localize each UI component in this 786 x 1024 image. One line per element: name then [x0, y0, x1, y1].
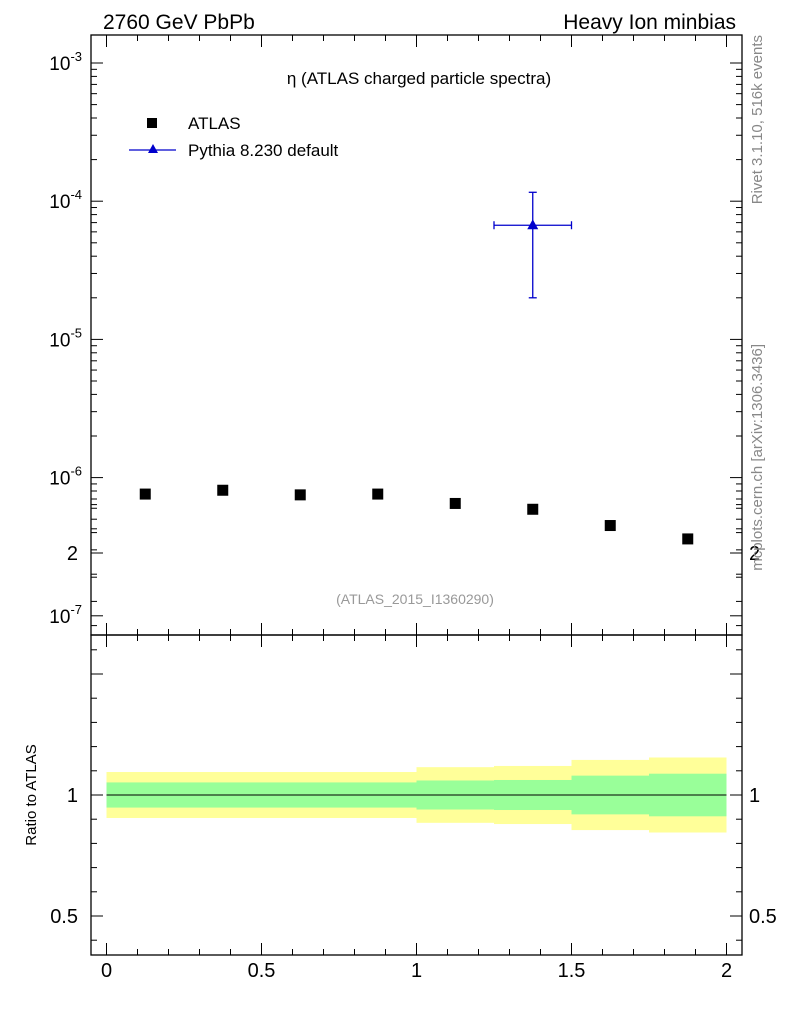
side-label-mcplots: mcplots.cern.ch [arXiv:1306.3436] [749, 344, 766, 571]
x-tick-label: 1 [411, 960, 422, 982]
atlas-point [217, 484, 229, 496]
legend-pythia-label: Pythia 8.230 default [188, 141, 339, 160]
main-panel: 10-3 10-4 10-5 10-6 10-7 η (ATLAS charged pa… [49, 34, 743, 636]
legend-atlas-marker [147, 118, 157, 128]
analysis-tag: (ATLAS_2015_I1360290) [336, 591, 494, 607]
side-label-rivet: Rivet 3.1.10, 516k events [749, 35, 766, 204]
ratio-frame [90, 634, 743, 956]
ratio-y-tick-label-left: 2 [67, 543, 78, 565]
x-tick-label: 1.5 [558, 960, 586, 982]
legend: ATLAS Pythia 8.230 default [129, 114, 339, 160]
ratio-y-tick-label-left: 0.5 [50, 906, 78, 928]
y-tick-label: 10-5 [49, 325, 82, 351]
header-right: Heavy Ion minbias [563, 11, 736, 34]
atlas-point [139, 488, 151, 500]
pythia-point [527, 219, 539, 230]
atlas-point [372, 488, 384, 500]
y-tick-label: 10-4 [49, 187, 82, 213]
legend-atlas-label: ATLAS [188, 114, 241, 133]
y-tick-label: 10-6 [49, 464, 82, 490]
y-tick-label: 10-7 [49, 602, 82, 628]
atlas-point [682, 533, 694, 545]
ratio-ylabel: Ratio to ATLAS [23, 744, 40, 845]
ratio-y-tick-label-left: 1 [67, 785, 78, 807]
x-tick-label: 0 [101, 960, 112, 982]
ratio-axis-ticks [91, 504, 742, 955]
ratio-y-tick-label-right: 0.5 [749, 906, 777, 928]
atlas-point [294, 489, 306, 501]
ratio-x-tick-labels: 0 0.5 1 1.5 2 [101, 960, 732, 982]
legend-pythia-marker [148, 144, 158, 153]
atlas-point [604, 520, 616, 532]
x-tick-label: 0.5 [248, 960, 276, 982]
main-title: η (ATLAS charged particle spectra) [287, 69, 551, 88]
atlas-point [527, 503, 539, 515]
main-data-marks [139, 191, 694, 545]
y-tick-label: 10-3 [49, 49, 82, 75]
ratio-y-tick-label-right: 1 [749, 785, 760, 807]
ratio-y-tick-labels: 2 2 1 1 0.5 0.5 [50, 543, 777, 928]
header-left: 2760 GeV PbPb [103, 11, 255, 34]
atlas-point [449, 497, 461, 509]
x-tick-label: 2 [721, 960, 732, 982]
main-axis-ticks [91, 35, 742, 635]
main-y-tick-labels: 10-3 10-4 10-5 10-6 10-7 [49, 49, 82, 628]
ratio-y-tick-label-right: 2 [749, 543, 760, 565]
ratio-panel: 2 2 1 1 0.5 0.5 0 0.5 1 1.5 2 Ratio to ATLAS [23, 504, 777, 982]
